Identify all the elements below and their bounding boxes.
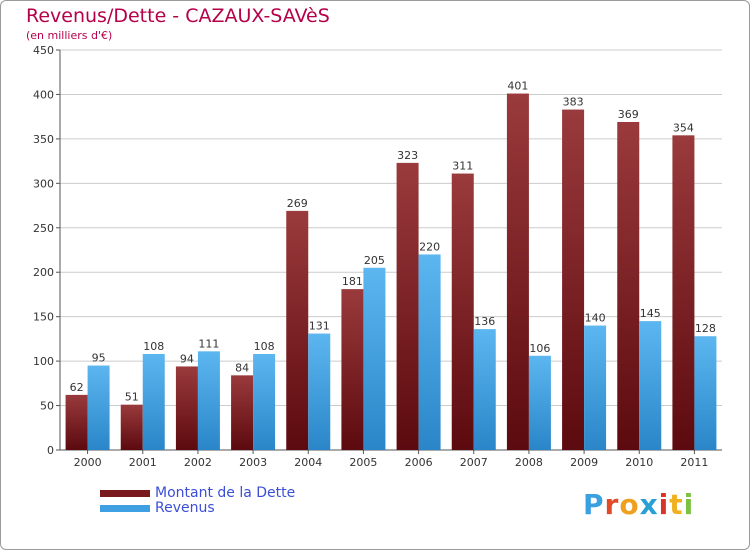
data-label-revenus: 108: [143, 340, 164, 353]
data-label-dette: 94: [180, 352, 194, 365]
bar-revenus: [87, 365, 110, 450]
data-label-revenus: 136: [474, 315, 495, 328]
bar-dette: [341, 289, 364, 450]
y-tick-label: 50: [40, 400, 54, 413]
x-tick-label: 2008: [515, 456, 543, 469]
data-label-revenus: 111: [198, 337, 219, 350]
bar-revenus: [584, 325, 607, 450]
data-label-revenus: 131: [309, 320, 330, 333]
data-label-revenus: 95: [92, 352, 106, 365]
y-tick-label: 150: [33, 311, 54, 324]
data-label-revenus: 140: [585, 312, 606, 325]
data-label-dette: 323: [397, 149, 418, 162]
x-tick-label: 2010: [625, 456, 653, 469]
data-label-dette: 62: [70, 381, 84, 394]
data-label-dette: 269: [287, 197, 308, 210]
chart-title: Revenus/Dette - CAZAUX-SAVèS: [26, 5, 330, 27]
bars: [65, 93, 717, 451]
data-label-revenus: 220: [419, 240, 440, 253]
data-label-revenus: 128: [695, 322, 716, 335]
bar-revenus: [363, 267, 386, 450]
bar-dette: [65, 394, 88, 450]
x-tick-label: 2009: [570, 456, 598, 469]
x-tick-label: 2001: [129, 456, 157, 469]
bar-revenus: [308, 333, 331, 450]
y-tick-label: 100: [33, 355, 54, 368]
data-label-dette: 354: [673, 121, 694, 134]
bar-dette: [231, 375, 254, 450]
y-tick-label: 400: [33, 88, 54, 101]
data-label-revenus: 205: [364, 254, 385, 267]
x-tick-label: 2005: [349, 456, 377, 469]
x-tick-label: 2004: [294, 456, 322, 469]
data-label-dette: 369: [618, 108, 639, 121]
data-label-dette: 383: [563, 96, 584, 109]
bar-dette: [175, 366, 198, 450]
bar-dette: [286, 210, 309, 450]
proxiti-logo: Proxiti: [583, 488, 695, 521]
y-tick-label: 350: [33, 133, 54, 146]
data-label-dette: 401: [507, 80, 528, 93]
data-label-dette: 181: [342, 275, 363, 288]
x-tick-label: 2011: [680, 456, 708, 469]
x-tick-label: 2006: [405, 456, 433, 469]
bar-revenus: [473, 329, 496, 450]
x-tick-label: 2000: [74, 456, 102, 469]
x-tick-label: 2003: [239, 456, 267, 469]
data-label-revenus: 108: [254, 340, 275, 353]
bar-dette: [617, 122, 640, 450]
y-tick-label: 250: [33, 222, 54, 235]
data-label-revenus: 145: [640, 307, 661, 320]
bar-revenus: [253, 354, 276, 450]
chart-subtitle: (en milliers d'€): [26, 29, 113, 42]
grid-lines: [60, 49, 722, 407]
legend-swatch-dette: [100, 490, 150, 497]
legend-swatch-revenus: [100, 505, 150, 512]
legend-label-dette: Montant de la Dette: [155, 485, 296, 501]
data-label-dette: 311: [452, 160, 473, 173]
bar-dette: [672, 135, 695, 451]
axes: 0 50 100 150 200 250 300 350 400 450 2000 2001 2002 2…: [33, 44, 722, 469]
y-tick-label: 300: [33, 177, 54, 190]
data-label-dette: 84: [235, 361, 249, 374]
bar-revenus: [418, 254, 441, 450]
bar-dette: [562, 109, 585, 451]
bar-dette: [506, 93, 529, 451]
data-label-revenus: 106: [529, 342, 550, 355]
bar-revenus: [142, 354, 165, 450]
legend-label-revenus: Revenus: [155, 500, 215, 516]
data-label-dette: 51: [125, 391, 139, 404]
bar-revenus: [528, 355, 551, 450]
bar-dette: [396, 162, 419, 450]
y-tick-label: 450: [33, 44, 54, 57]
bar-dette: [120, 404, 143, 450]
bar-revenus: [197, 351, 220, 450]
y-tick-label: 200: [33, 266, 54, 279]
x-tick-label: 2007: [460, 456, 488, 469]
bar-revenus: [639, 321, 662, 450]
bar-dette: [451, 173, 474, 451]
y-tick-label: 0: [47, 444, 54, 457]
x-tick-label: 2002: [184, 456, 212, 469]
bar-revenus: [694, 336, 717, 450]
